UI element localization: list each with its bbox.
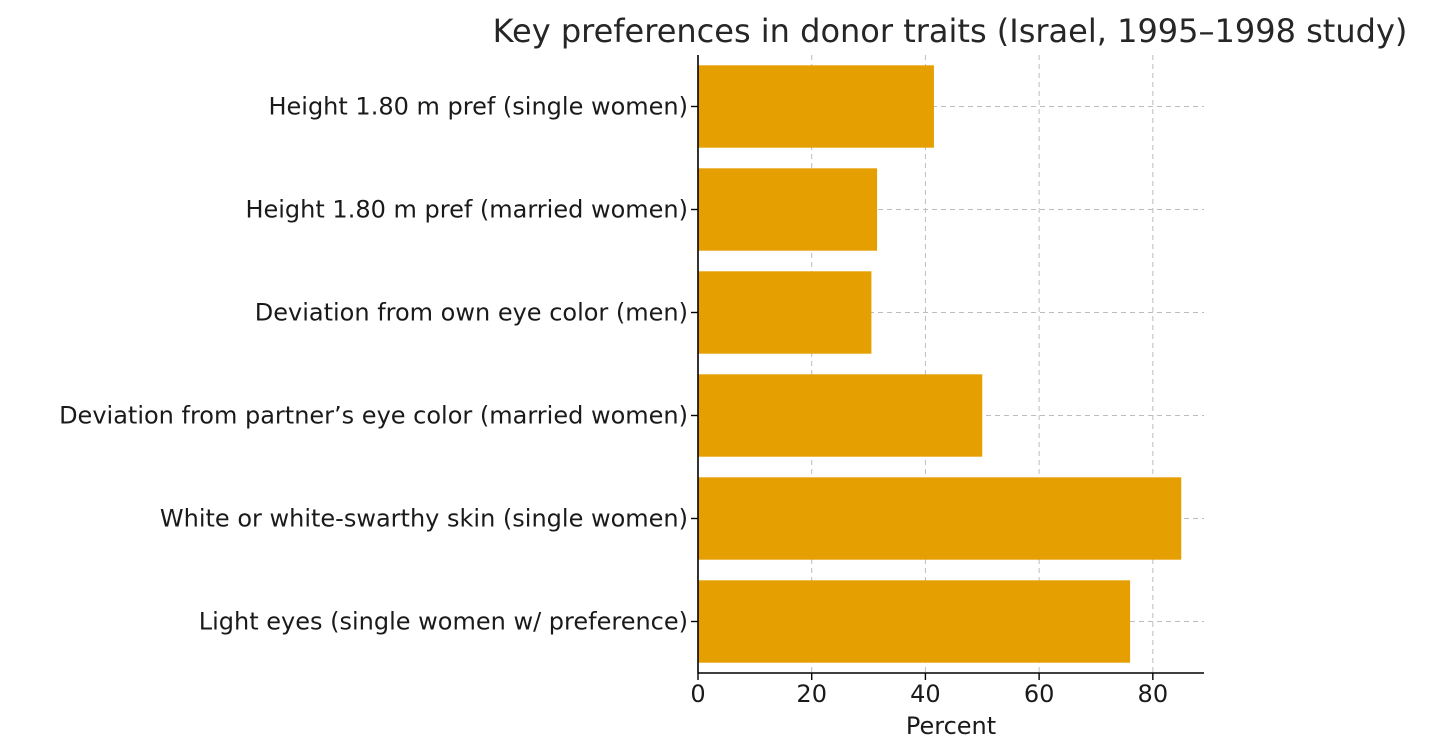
bar-5 (698, 580, 1131, 663)
axis-layer (691, 55, 1204, 680)
x-tick-label-3: 60 (1024, 680, 1055, 708)
x-tick-label-0: 0 (690, 680, 705, 708)
category-label-3: Deviation from partner’s eye color (marr… (59, 402, 688, 430)
x-axis-label: Percent (906, 712, 996, 740)
category-label-0: Height 1.80 m pref (single women) (268, 93, 688, 121)
category-label-4: White or white-swarthy skin (single wome… (160, 505, 688, 533)
bar-layer (698, 65, 1182, 663)
category-label-1: Height 1.80 m pref (married women) (245, 196, 688, 224)
chart-title: Key preferences in donor traits (Israel,… (493, 12, 1408, 50)
x-tick-label-2: 40 (910, 680, 941, 708)
bar-0 (698, 65, 934, 148)
x-tick-label-1: 20 (796, 680, 827, 708)
bar-4 (698, 477, 1182, 560)
category-label-2: Deviation from own eye color (men) (255, 299, 688, 327)
bar-2 (698, 271, 872, 354)
category-label-5: Light eyes (single women w/ preference) (199, 608, 688, 636)
bar-1 (698, 168, 878, 251)
x-tick-label-4: 80 (1138, 680, 1169, 708)
label-layer: 0 20 40 60 80 Height 1.80 m pref (single wome… (59, 93, 1168, 709)
bar-3 (698, 374, 983, 457)
